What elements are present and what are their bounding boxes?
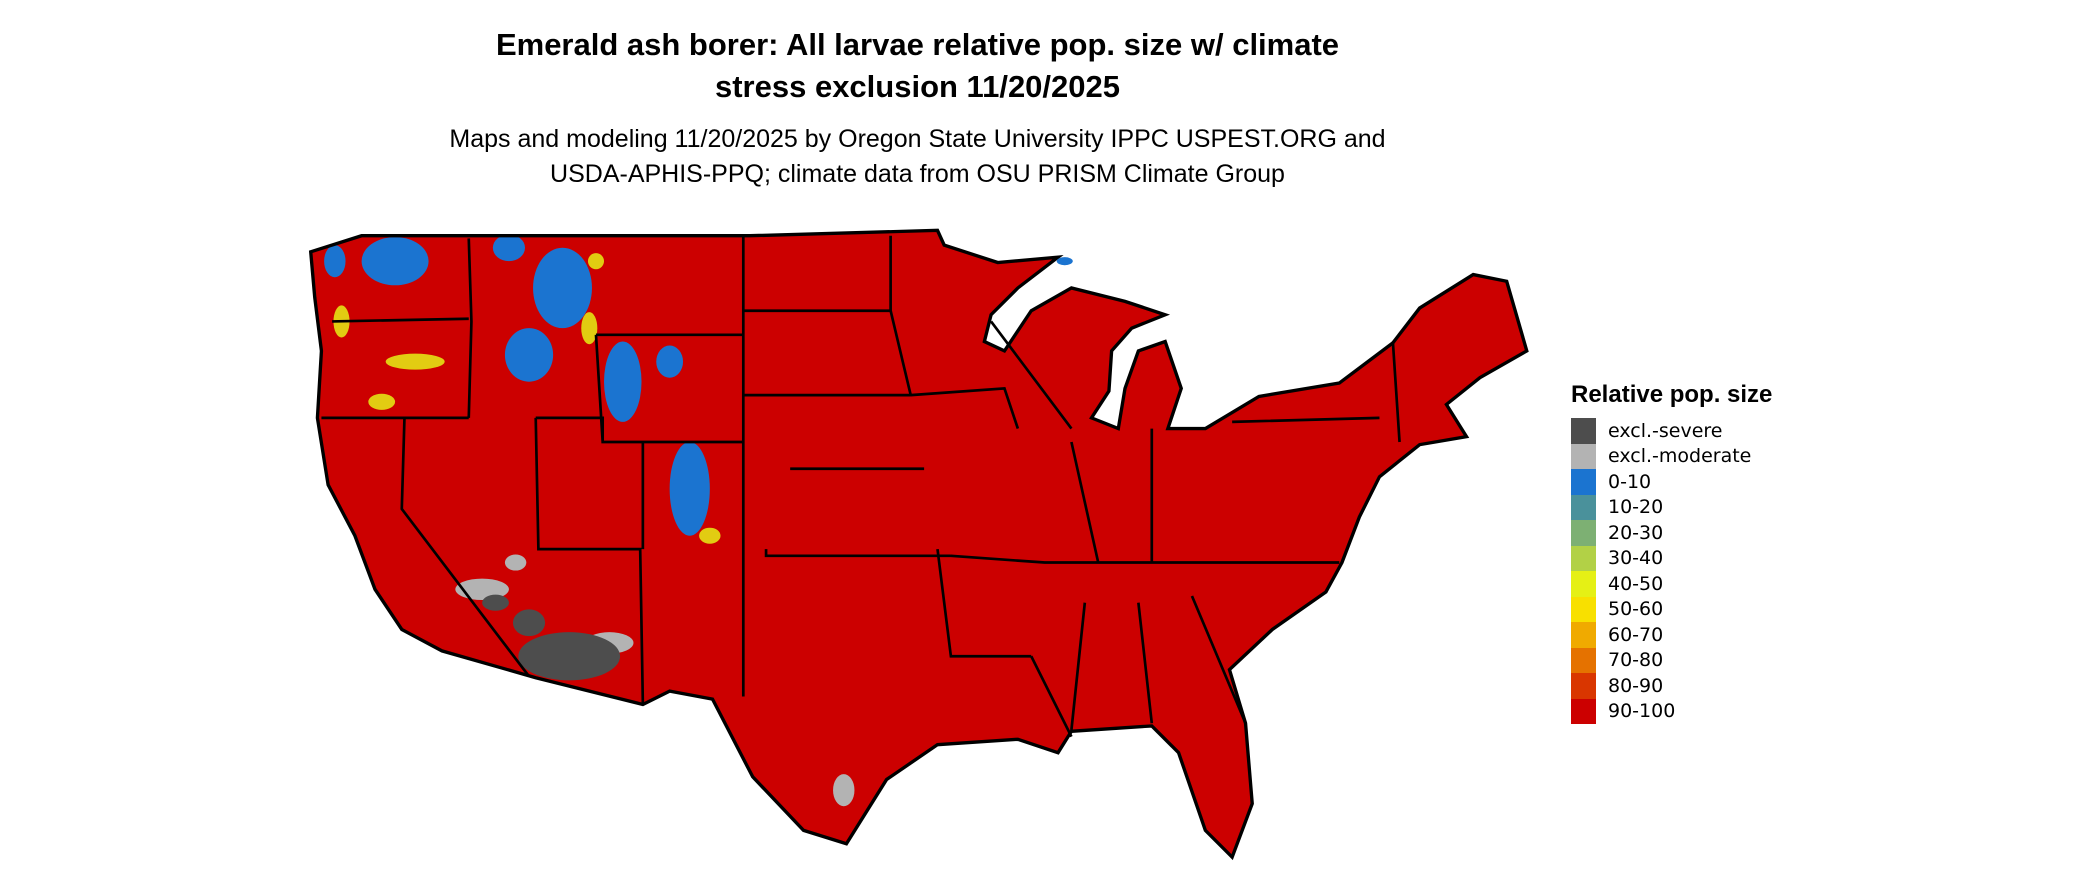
legend-item: 50-60 <box>1571 596 1772 622</box>
map-title-line-2: stress exclusion 11/20/2025 <box>714 69 1120 104</box>
legend-item: 80-90 <box>1571 673 1772 699</box>
legend-label: 50-60 <box>1608 598 1664 621</box>
legend-item: 40-50 <box>1571 571 1772 597</box>
legend-label: 30-40 <box>1608 547 1664 570</box>
legend-swatch <box>1571 596 1596 622</box>
legend-swatch <box>1571 673 1596 699</box>
legend-item: excl.-moderate <box>1571 443 1772 469</box>
legend-swatch <box>1571 520 1596 546</box>
legend: Relative pop. size excl.-severe excl.-mod… <box>1571 380 1772 724</box>
legend-label: excl.-moderate <box>1608 445 1752 468</box>
legend-swatch <box>1571 622 1596 648</box>
legend-label: 80-90 <box>1608 674 1664 697</box>
legend-label: 10-20 <box>1608 496 1664 519</box>
us-land-fill <box>310 230 1527 858</box>
legend-item: 90-100 <box>1571 698 1772 724</box>
legend-item: 30-40 <box>1571 545 1772 571</box>
legend-label: 0-10 <box>1608 470 1652 493</box>
legend-item: 0-10 <box>1571 469 1772 495</box>
legend-items: excl.-severe excl.-moderate 0-10 10-20 20-30… <box>1571 418 1772 724</box>
isle-royale-patch <box>1056 257 1073 266</box>
legend-item: 20-30 <box>1571 520 1772 546</box>
patches-0-10 <box>324 234 710 536</box>
low-suitability-patches <box>324 234 855 807</box>
legend-item: 10-20 <box>1571 494 1772 520</box>
legend-swatch <box>1571 545 1596 571</box>
state-boundaries <box>321 235 1401 738</box>
legend-swatch <box>1571 571 1596 597</box>
legend-label: 60-70 <box>1608 623 1664 646</box>
legend-item: excl.-severe <box>1571 418 1772 444</box>
us-outline <box>308 228 1529 861</box>
legend-label: 40-50 <box>1608 572 1664 595</box>
legend-label: 70-80 <box>1608 649 1664 672</box>
legend-label: 90-100 <box>1608 700 1676 723</box>
legend-swatch <box>1571 494 1596 520</box>
legend-swatch <box>1571 698 1596 724</box>
patches-excl-severe <box>482 594 621 681</box>
legend-swatch <box>1571 418 1596 444</box>
map-title-line-1: Emerald ash borer: All larvae relative p… <box>495 27 1340 62</box>
map-subtitle-line-1: Maps and modeling 11/20/2025 by Oregon S… <box>449 125 1386 153</box>
legend-item: 60-70 <box>1571 622 1772 648</box>
legend-swatch <box>1571 647 1596 673</box>
map-subtitle-line-2: USDA-APHIS-PPQ; climate data from OSU PR… <box>550 160 1285 188</box>
legend-label: excl.-severe <box>1608 419 1723 442</box>
legend-swatch <box>1571 443 1596 469</box>
legend-label: 20-30 <box>1608 521 1664 544</box>
legend-item: 70-80 <box>1571 647 1772 673</box>
patches-10-50 <box>333 253 721 544</box>
legend-swatch <box>1571 469 1596 495</box>
legend-title: Relative pop. size <box>1571 381 1773 408</box>
